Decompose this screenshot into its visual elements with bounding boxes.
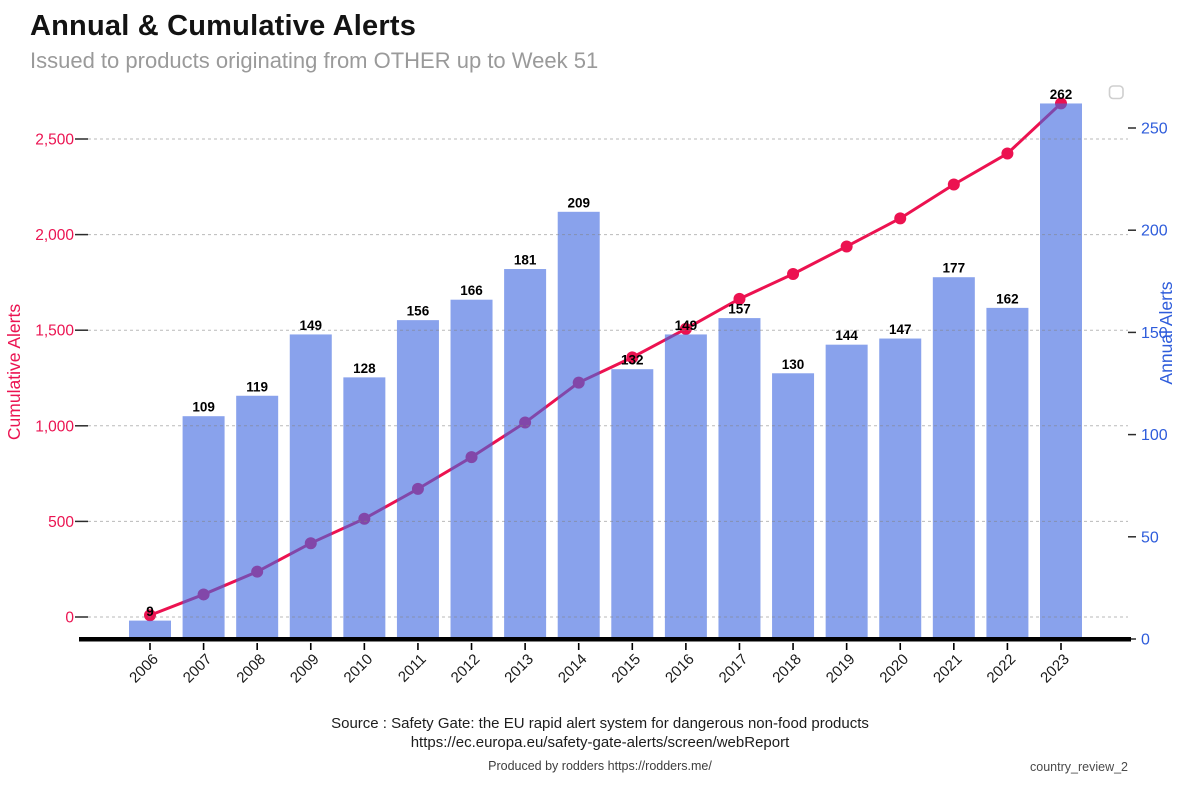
- annual-bar: [772, 373, 815, 639]
- cumulative-point: [679, 322, 692, 335]
- chart-subtitle: Issued to products originating from OTHE…: [30, 48, 599, 73]
- bar-value-label: 9: [146, 604, 154, 619]
- bar-value-label: 119: [246, 379, 268, 394]
- bar-value-label: 157: [728, 302, 751, 317]
- year-tick-label: 2008: [233, 651, 269, 687]
- year-tick-label: 2011: [395, 651, 430, 686]
- annual-bar: [718, 318, 761, 639]
- bar-value-label: 177: [943, 261, 966, 276]
- annual-bar: [1040, 103, 1082, 640]
- bar-value-label: 144: [835, 328, 858, 343]
- year-tick-label: 2010: [341, 651, 377, 687]
- left-tick-label: 500: [48, 514, 74, 531]
- year-tick-label: 2022: [984, 651, 1020, 687]
- right-tick-label: 100: [1141, 427, 1168, 444]
- annual-bar: [825, 344, 868, 639]
- right-tick-label: 150: [1141, 325, 1168, 342]
- bar-value-label: 132: [621, 353, 644, 368]
- bar-value-label: 156: [407, 304, 430, 319]
- bar-value-label: 166: [460, 283, 483, 298]
- left-tick-label: 1,000: [35, 418, 74, 435]
- annual-bar: [504, 269, 547, 639]
- year-tick-label: 2020: [876, 651, 912, 687]
- annual-bar: [396, 320, 439, 639]
- annual-bar: [289, 334, 332, 639]
- cumulative-point: [947, 178, 960, 191]
- bar-value-label: 149: [299, 318, 322, 333]
- cumulative-point: [787, 267, 800, 280]
- year-tick-label: 2006: [126, 651, 162, 687]
- produced-by-text: Produced by rodders https://rodders.me/: [488, 759, 712, 773]
- cumulative-point: [894, 212, 907, 225]
- bar-value-label: 130: [782, 357, 805, 372]
- right-tick-label: 50: [1141, 529, 1159, 546]
- annual-bar: [450, 299, 493, 639]
- bar-value-label: 209: [567, 195, 590, 210]
- left-tick-label: 1,500: [35, 323, 74, 340]
- year-tick-label: 2012: [448, 651, 484, 687]
- bar-value-label: 128: [353, 361, 376, 376]
- right-tick-label: 250: [1141, 121, 1168, 138]
- year-tick-label: 2016: [662, 651, 698, 687]
- cumulative-point: [626, 351, 639, 364]
- year-tick-label: 2019: [823, 651, 859, 687]
- cumulative-point: [840, 240, 853, 253]
- bar-value-label: 181: [514, 253, 537, 268]
- year-tick-label: 2017: [716, 651, 752, 687]
- right-tick-label: 0: [1141, 632, 1150, 649]
- year-tick-label: 2009: [287, 651, 323, 687]
- annual-bar: [879, 338, 922, 639]
- annual-bar: [664, 334, 707, 639]
- left-tick-label: 2,000: [35, 227, 74, 244]
- year-tick-label: 2021: [930, 651, 966, 687]
- annual-bar: [129, 620, 171, 639]
- bar-value-label: 162: [996, 291, 1019, 306]
- document-reference: country_review_2: [1030, 760, 1128, 774]
- left-tick-label: 2,500: [35, 132, 74, 149]
- cumulative-point: [733, 292, 746, 305]
- annual-bar: [236, 395, 279, 639]
- annual-bar: [182, 416, 225, 639]
- left-tick-label: 0: [65, 610, 74, 627]
- cumulative-point: [144, 609, 156, 622]
- annual-bar: [932, 277, 975, 639]
- source-text: Source : Safety Gate: the EU rapid alert…: [331, 715, 869, 732]
- annual-bar: [986, 307, 1029, 639]
- cumulative-point: [1001, 147, 1014, 160]
- year-tick-label: 2023: [1037, 651, 1073, 687]
- year-tick-label: 2014: [555, 651, 591, 687]
- bar-value-label: 147: [889, 322, 912, 337]
- year-tick-label: 2013: [501, 651, 537, 687]
- legend-placeholder-icon: [1108, 85, 1124, 100]
- year-tick-label: 2007: [180, 651, 216, 687]
- chart-title: Annual & Cumulative Alerts: [30, 10, 417, 42]
- right-tick-label: 200: [1141, 223, 1168, 240]
- bar-value-label: 109: [192, 400, 215, 415]
- left-axis-title: Cumulative Alerts: [4, 304, 24, 440]
- cumulative-line: [149, 102, 1063, 617]
- year-tick-label: 2018: [769, 651, 805, 687]
- year-tick-label: 2015: [609, 651, 645, 687]
- annual-bar: [343, 377, 386, 639]
- source-url: https://ec.europa.eu/safety-gate-alerts/…: [410, 734, 790, 751]
- bar-value-label: 262: [1050, 87, 1073, 102]
- x-axis-line: [79, 637, 1131, 642]
- right-axis-title: Annual Alerts: [1156, 281, 1176, 384]
- annual-bar: [611, 369, 654, 639]
- bar-value-label: 149: [675, 318, 698, 333]
